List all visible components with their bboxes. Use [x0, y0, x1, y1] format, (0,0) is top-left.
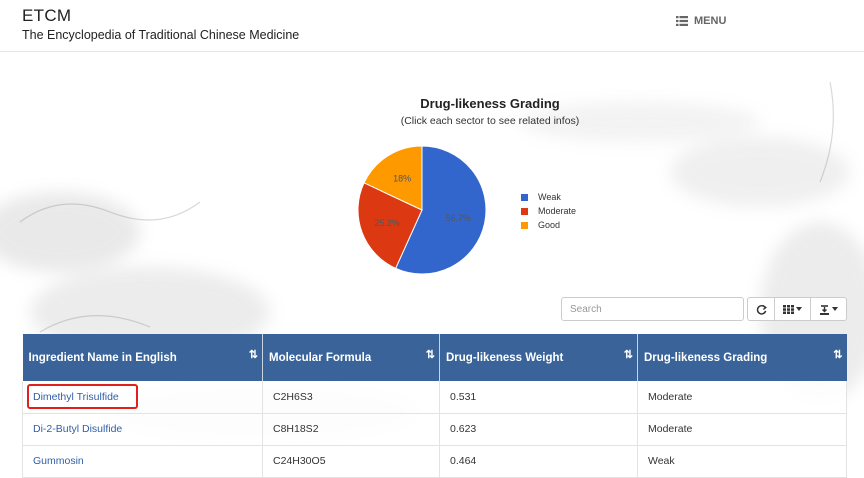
refresh-button[interactable] [747, 297, 775, 321]
pie-slice-weak[interactable] [394, 145, 487, 275]
drug-likeness-grading-cell: Moderate [637, 413, 847, 446]
table-toolbar [747, 297, 847, 321]
column-header-label: Molecular Formula [269, 351, 372, 364]
chart-title: Drug-likeness Grading [420, 96, 560, 111]
top-header: ETCM The Encyclopedia of Traditional Chi… [0, 0, 864, 52]
site-subtitle: The Encyclopedia of Traditional Chinese … [22, 28, 300, 42]
caret-down-icon [796, 307, 802, 311]
export-button[interactable] [810, 297, 847, 321]
column-header-label: Ingredient Name in English [28, 351, 177, 364]
drug-likeness-weight-cell: 0.464 [439, 445, 638, 478]
legend-item-weak[interactable]: Weak [521, 190, 576, 204]
pie-slice-moderate[interactable] [357, 182, 423, 269]
menu-label: MENU [694, 15, 727, 27]
pie-value-label: 56.7% [446, 213, 472, 223]
pie-slice-good[interactable] [363, 145, 423, 211]
menu-button[interactable]: MENU [676, 13, 726, 29]
sort-icon: ⇅ [623, 349, 633, 361]
column-header-label: Drug-likeness Weight [446, 351, 564, 364]
molecular-formula-cell: C8H18S2 [262, 413, 440, 446]
drug-likeness-weight-cell: 0.531 [439, 381, 638, 414]
column-header-label: Drug-likeness Grading [644, 351, 768, 364]
legend-swatch [521, 193, 528, 201]
drug-likeness-pie-chart[interactable]: 56.7% 25.2% 18% [352, 140, 492, 280]
legend-swatch [521, 207, 528, 215]
columns-icon [783, 304, 794, 314]
legend-item-good[interactable]: Good [521, 218, 576, 232]
legend-label: Weak [538, 192, 561, 202]
refresh-icon [756, 304, 767, 315]
list-icon [676, 16, 688, 26]
ingredient-name-link[interactable]: Di-2-Butyl Disulfide [22, 413, 263, 446]
search-input[interactable] [561, 297, 744, 321]
ingredient-name-link[interactable]: Dimethyl Trisulfide [22, 381, 263, 414]
pie-value-label: 25.2% [374, 218, 400, 228]
drug-likeness-grading-cell: Moderate [637, 381, 847, 414]
caret-down-icon [832, 307, 838, 311]
molecular-formula-cell: C2H6S3 [262, 381, 440, 414]
drug-likeness-weight-cell: 0.623 [439, 413, 638, 446]
columns-button[interactable] [774, 297, 811, 321]
ingredients-table: Ingredient Name in English ⇅ Molecular Fo… [22, 334, 847, 478]
ingredient-name-link[interactable]: Gummosin [22, 445, 263, 478]
chart-legend: Weak Moderate Good [521, 190, 576, 232]
column-header-ingredient-name[interactable]: Ingredient Name in English ⇅ [22, 334, 263, 381]
table-row: Gummosin C24H30O5 0.464 Weak [22, 445, 847, 478]
export-icon [820, 304, 829, 315]
table-row: Di-2-Butyl Disulfide C8H18S2 0.623 Moder… [22, 413, 847, 446]
legend-item-moderate[interactable]: Moderate [521, 204, 576, 218]
drug-likeness-grading-cell: Weak [637, 445, 847, 478]
column-header-molecular-formula[interactable]: Molecular Formula ⇅ [262, 334, 440, 381]
pie-value-label: 18% [393, 174, 411, 184]
sort-icon: ⇅ [425, 349, 435, 361]
column-header-drug-likeness-grading[interactable]: Drug-likeness Grading ⇅ [637, 334, 847, 381]
legend-label: Good [538, 220, 561, 230]
legend-swatch [521, 221, 528, 229]
chart-subtitle: (Click each sector to see related infos) [400, 115, 580, 127]
molecular-formula-cell: C24H30O5 [262, 445, 440, 478]
site-title[interactable]: ETCM [22, 6, 72, 25]
sort-icon: ⇅ [833, 349, 843, 361]
column-header-drug-likeness-weight[interactable]: Drug-likeness Weight ⇅ [439, 334, 638, 381]
legend-label: Moderate [538, 206, 577, 216]
table-header-row: Ingredient Name in English ⇅ Molecular Fo… [22, 334, 847, 381]
table-row: Dimethyl Trisulfide C2H6S3 0.531 Moderat… [22, 381, 847, 414]
sort-icon: ⇅ [248, 349, 258, 361]
